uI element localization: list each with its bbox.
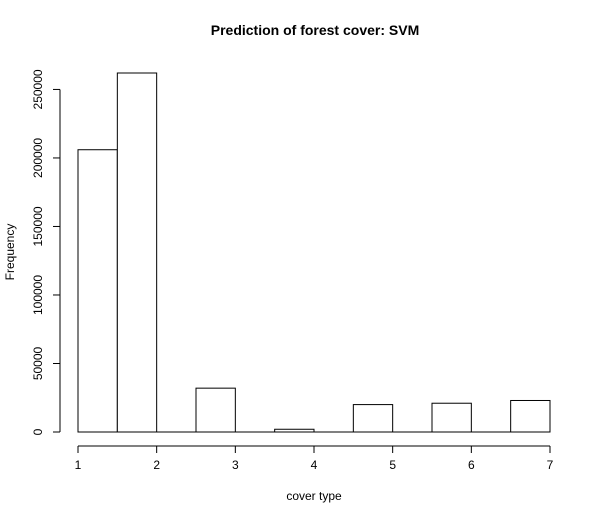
- y-tick-label-4: 200000: [31, 138, 45, 178]
- chart-title: Prediction of forest cover: SVM: [211, 22, 419, 38]
- x-tick-label-4: 5: [389, 458, 396, 472]
- x-tick-label-2: 3: [232, 458, 239, 472]
- histogram-bar-1: [116, 72, 158, 433]
- y-axis-label: Frequency: [3, 224, 17, 281]
- x-tick-label-3: 4: [311, 458, 318, 472]
- y-tick-label-1: 50000: [31, 346, 45, 380]
- histogram-bar-9: [431, 402, 472, 433]
- histogram-bar-5: [274, 428, 315, 433]
- x-tick-label-1: 2: [153, 458, 160, 472]
- histogram-bar-3: [195, 387, 236, 433]
- x-tick-label-6: 7: [547, 458, 554, 472]
- y-tick-label-3: 150000: [31, 206, 45, 246]
- y-tick-label-5: 250000: [31, 69, 45, 109]
- bars-group: [77, 72, 551, 433]
- histogram-bar-11: [510, 399, 551, 433]
- y-axis: 0 50000 100000 150000 200000 250000: [31, 69, 61, 435]
- x-tick-label-5: 6: [468, 458, 475, 472]
- histogram-bar-7: [352, 404, 394, 433]
- x-tick-label-0: 1: [75, 458, 82, 472]
- y-tick-label-0: 0: [31, 428, 45, 435]
- x-axis-label: cover type: [286, 489, 342, 503]
- histogram-bar-0: [77, 149, 118, 433]
- x-axis: 1 2 3 4 5 6 7: [75, 445, 554, 472]
- y-tick-label-2: 100000: [31, 275, 45, 315]
